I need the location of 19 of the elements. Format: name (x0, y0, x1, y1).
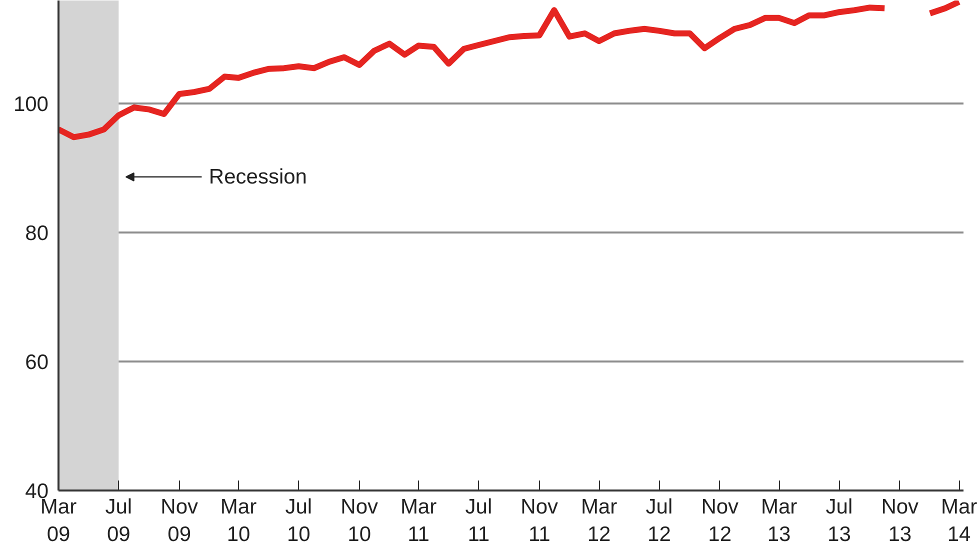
x-tick-label: Mar 14 (940, 496, 978, 546)
y-tick-label: 100 (13, 93, 49, 116)
x-tick-label: Mar 11 (400, 496, 437, 546)
x-tick-label: Jul 09 (105, 496, 132, 546)
x-tick-label: Nov 11 (520, 496, 559, 546)
y-tick-label: 80 (25, 222, 48, 246)
x-tick-label: Mar 10 (220, 496, 257, 546)
x-tick-label: Nov 10 (340, 496, 379, 546)
band-label: Recession (208, 165, 307, 188)
x-tick-label: Mar 13 (760, 496, 798, 546)
x-tick-label: Jul 11 (465, 496, 492, 546)
x-tick-label: Jul 12 (646, 496, 673, 546)
y-tick-label: 60 (25, 351, 48, 374)
x-tick-label: Nov 13 (881, 496, 920, 546)
x-tick-label: Nov 12 (701, 496, 740, 546)
x-tick-label: Nov 09 (160, 496, 199, 546)
x-tick-label: Jul 13 (826, 496, 853, 546)
x-tick-label: Mar 12 (580, 496, 618, 546)
x-tick-label: Jul 10 (285, 496, 312, 546)
